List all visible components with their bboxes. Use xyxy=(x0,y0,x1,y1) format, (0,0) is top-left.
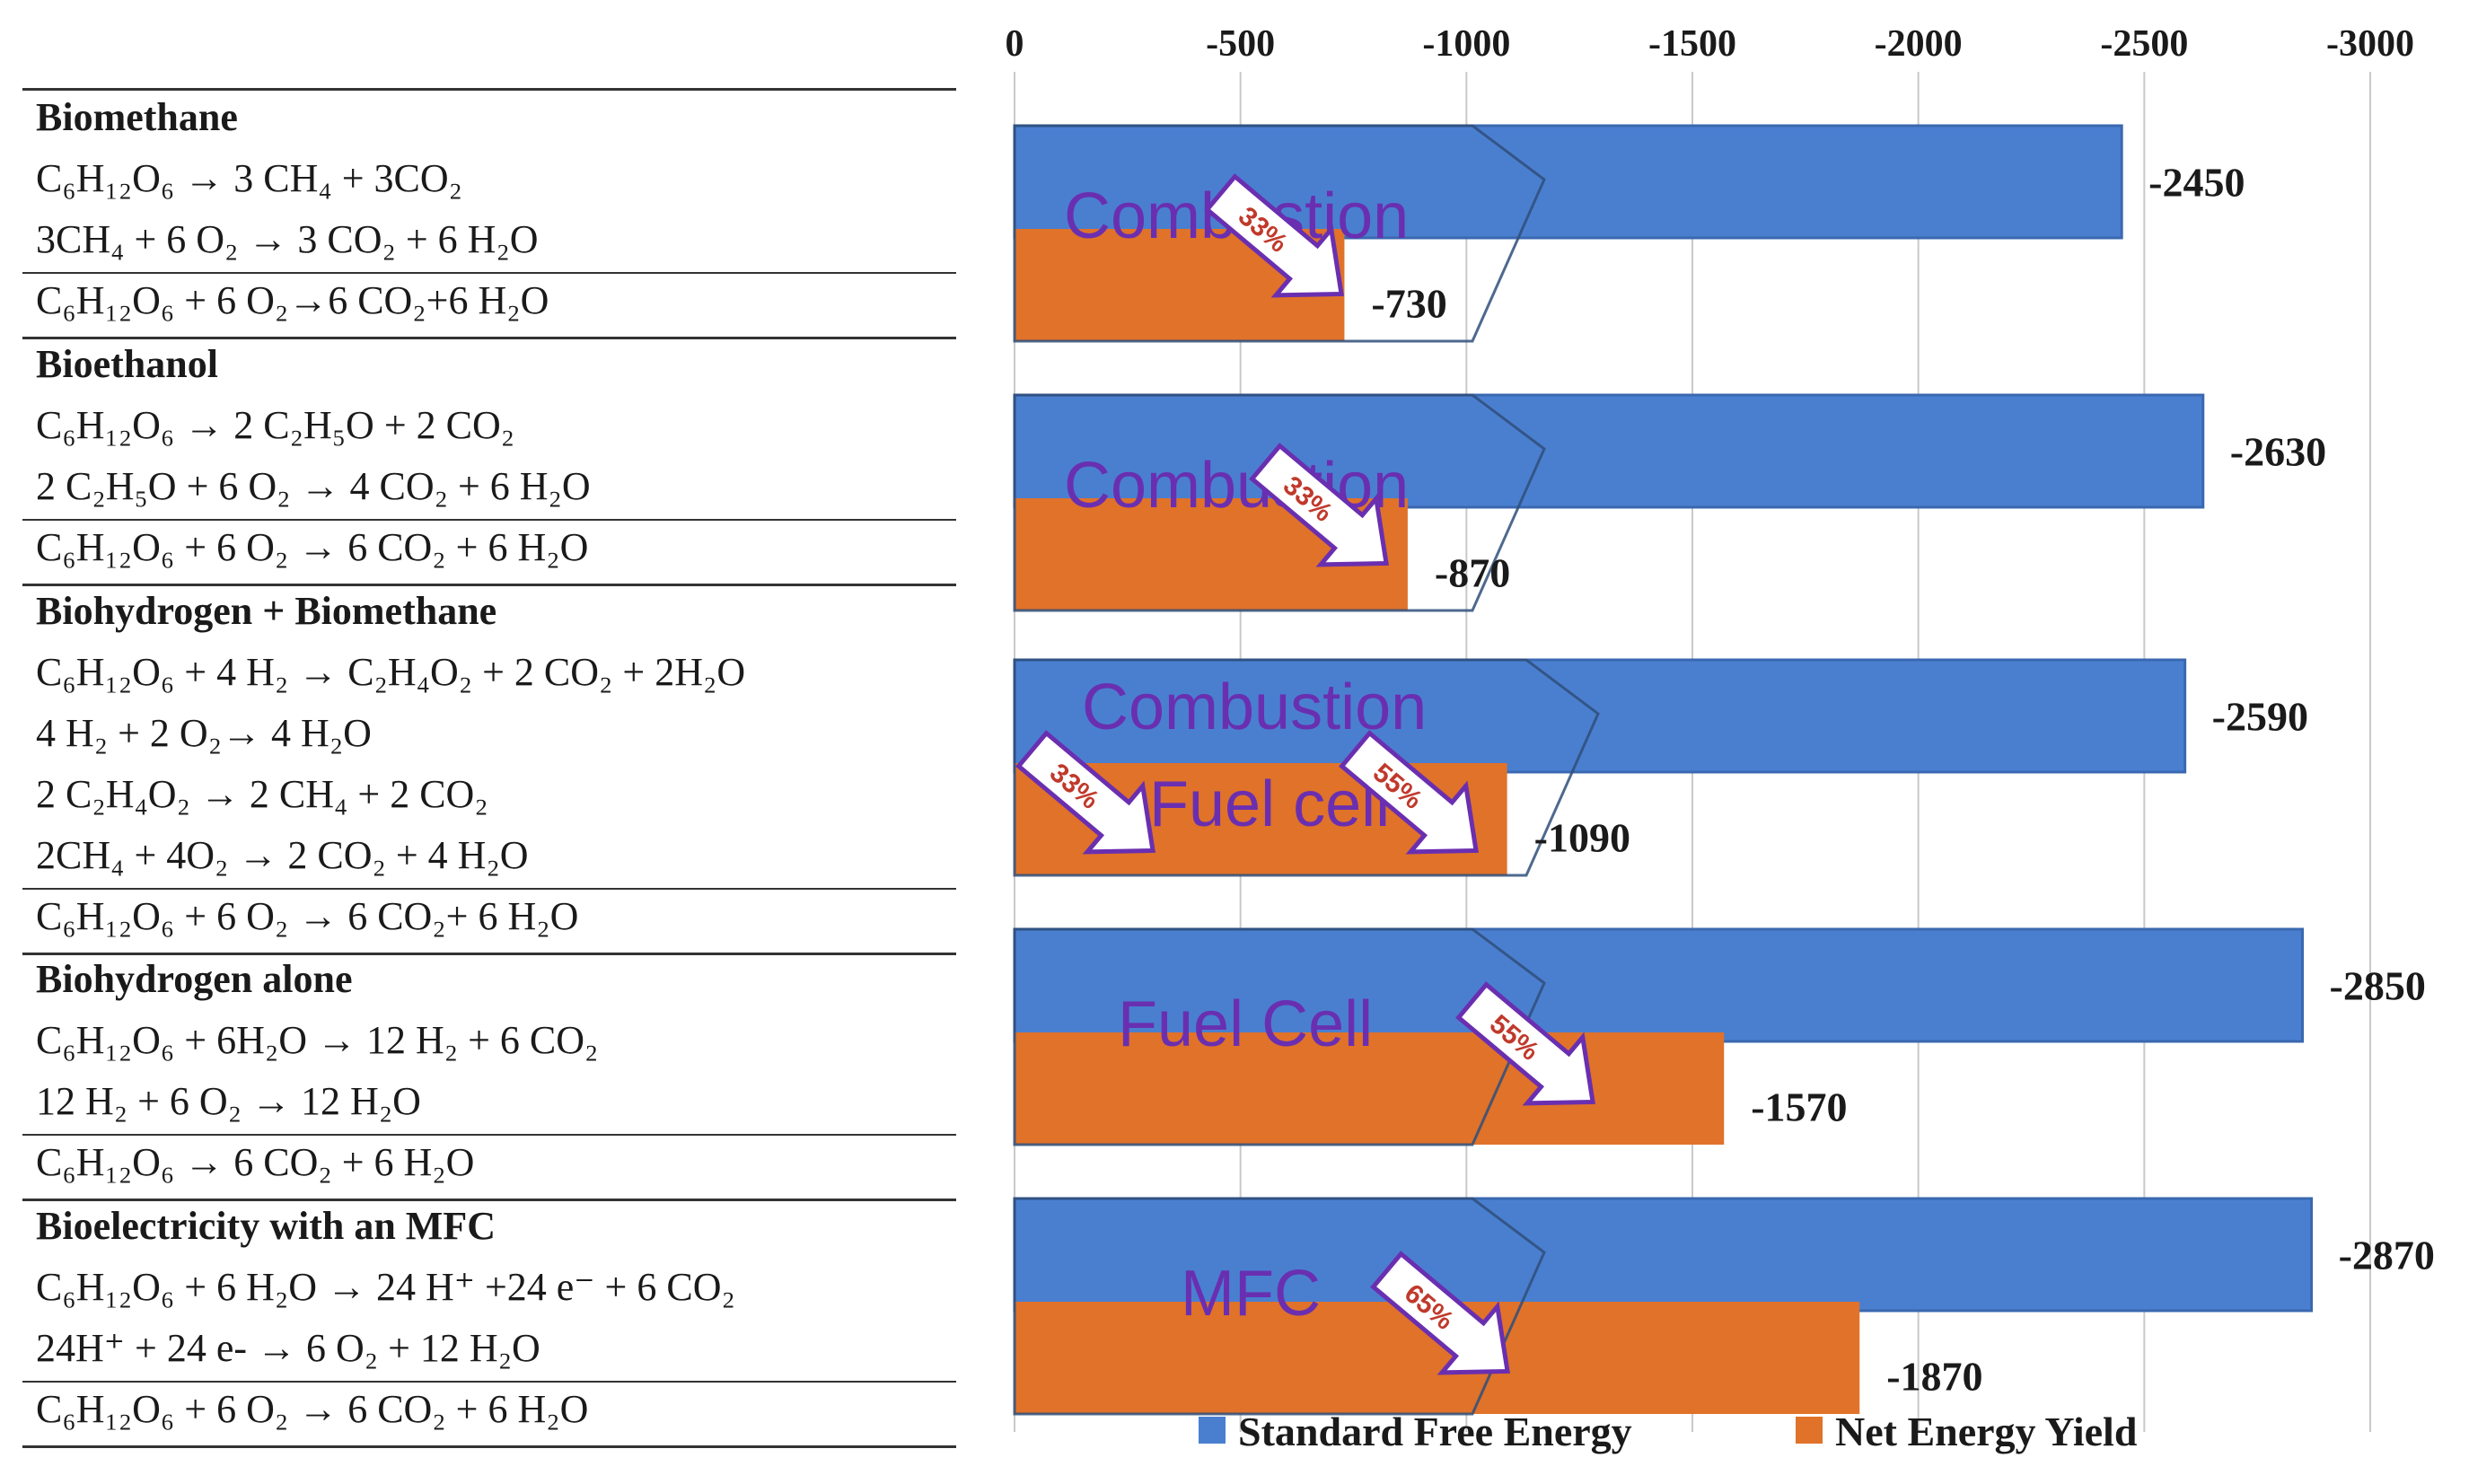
process-label-fuel-cell: Fuel Cell xyxy=(1118,988,1373,1060)
data-label-standard-free-energy: -2590 xyxy=(2212,694,2308,740)
section-title: Biohydrogen alone xyxy=(36,957,353,1001)
net-reaction-rule xyxy=(22,888,956,890)
section-title: Bioelectricity with an MFC xyxy=(36,1204,496,1248)
reaction-panel: Biomethane C₆H₁₂O₆ → 3 CH₄ + 3CO₂ 3CH₄ + 6… xyxy=(0,0,970,1484)
section-title: Biohydrogen + Biomethane xyxy=(36,589,497,633)
bar-standard-free-energy-bioethanol xyxy=(1013,393,2205,509)
net-reaction-equation: C₆H₁₂O₆ + 6 O₂ → 6 CO₂+ 6 H₂O xyxy=(36,894,579,938)
efficiency-arrow-shape xyxy=(1249,443,1389,567)
reaction-equation: 2 C₂H₄O₂ → 2 CH₄ + 2 CO₂ xyxy=(36,772,488,816)
efficiency-arrow-shape xyxy=(1339,730,1479,855)
reaction-equation: 2 C₂H₅O + 6 O₂ → 4 CO₂ + 6 H₂O xyxy=(36,464,591,508)
bar-standard-free-energy-bioelectricity-with-an-mfc xyxy=(1013,1197,2314,1313)
data-label-net-energy-yield: -1570 xyxy=(1751,1084,1847,1130)
bar-standard-free-energy-biomethane xyxy=(1013,124,2123,240)
data-label-net-energy-yield: -1090 xyxy=(1534,815,1630,861)
efficiency-arrow-icon: 33% xyxy=(1204,173,1344,298)
reaction-equation: 2CH₄ + 4O₂ → 2 CO₂ + 4 H₂O xyxy=(36,833,529,877)
data-label-standard-free-energy: -2450 xyxy=(2148,160,2245,206)
reaction-equation: 12 H₂ + 6 O₂ → 12 H₂O xyxy=(36,1079,421,1123)
process-arrow-outline xyxy=(1013,658,1600,877)
section-divider xyxy=(22,1199,956,1201)
net-reaction-rule xyxy=(22,1134,956,1136)
section-divider xyxy=(22,1445,956,1448)
reaction-equation: 3CH₄ + 6 O₂ → 3 CO₂ + 6 H₂O xyxy=(36,217,539,261)
process-arrow-outline xyxy=(1013,1197,1546,1416)
process-label-fuel-cell: Fuel cell xyxy=(1149,768,1390,840)
x-tick-label: -1500 xyxy=(1648,23,1736,65)
net-reaction-equation: C₆H₁₂O₆ + 6 O₂ → 6 CO₂ + 6 H₂O xyxy=(36,1387,589,1431)
reaction-equation: C₆H₁₂O₆ + 6 H₂O → 24 H⁺ +24 e⁻ + 6 CO₂ xyxy=(36,1265,735,1309)
process-arrow-outline xyxy=(1013,393,1546,612)
net-reaction-equation: C₆H₁₂O₆ + 6 O₂ → 6 CO₂ + 6 H₂O xyxy=(36,525,589,569)
legend-label-standard-free-energy: Standard Free Energy xyxy=(1238,1409,1632,1454)
reaction-equation: 24H⁺ + 24 e- → 6 O₂ + 12 H₂O xyxy=(36,1326,540,1370)
x-tick-label: 0 xyxy=(1006,23,1024,65)
x-tick-label: -1000 xyxy=(1422,23,1510,65)
process-label-mfc: MFC xyxy=(1181,1258,1321,1330)
reaction-equation: C₆H₁₂O₆ → 3 CH₄ + 3CO₂ xyxy=(36,156,462,200)
process-arrow-outline xyxy=(1013,927,1546,1146)
legend-swatch-standard-free-energy xyxy=(1199,1417,1226,1444)
data-label-standard-free-energy: -2630 xyxy=(2230,429,2326,475)
net-reaction-rule xyxy=(22,272,956,274)
net-reaction-equation: C₆H₁₂O₆ + 6 O₂→6 CO₂+6 H₂O xyxy=(36,278,549,322)
net-reaction-rule xyxy=(22,519,956,521)
section-title: Biomethane xyxy=(36,95,238,139)
x-tick-label: -3000 xyxy=(2326,23,2414,65)
efficiency-arrow-shape xyxy=(1370,1251,1510,1375)
efficiency-arrow-icon: 65% xyxy=(1370,1251,1510,1375)
net-reaction-equation: C₆H₁₂O₆ → 6 CO₂ + 6 H₂O xyxy=(36,1140,475,1184)
section-divider xyxy=(22,584,956,586)
reaction-equation: C₆H₁₂O₆ + 6H₂O → 12 H₂ + 6 CO₂ xyxy=(36,1018,599,1062)
x-tick-label: -2000 xyxy=(1875,23,1963,65)
data-label-standard-free-energy: -2870 xyxy=(2339,1233,2435,1278)
bar-net-energy-yield-biohydrogen-alone xyxy=(1015,1032,1725,1145)
section-divider xyxy=(22,337,956,339)
process-label-combustion: Combustion xyxy=(1082,672,1427,743)
efficiency-arrow-icon: 55% xyxy=(1339,730,1479,855)
bar-standard-free-energy-biohydrogen-biomethane xyxy=(1013,658,2187,774)
section-title: Bioethanol xyxy=(36,342,218,386)
reaction-equation: 4 H₂ + 2 O₂→ 4 H₂O xyxy=(36,711,372,755)
process-arrow-outline xyxy=(1013,124,1546,343)
section-divider xyxy=(22,953,956,955)
net-reaction-rule xyxy=(22,1381,956,1383)
reaction-equation: C₆H₁₂O₆ + 4 H₂ → C₂H₄O₂ + 2 CO₂ + 2H₂O xyxy=(36,650,746,694)
x-tick-label: -500 xyxy=(1206,23,1275,65)
legend-label-net-energy-yield: Net Energy Yield xyxy=(1835,1409,2138,1454)
data-label-standard-free-energy: -2850 xyxy=(2330,963,2426,1009)
efficiency-arrow-shape xyxy=(1455,981,1595,1106)
data-label-net-energy-yield: -730 xyxy=(1371,281,1446,327)
x-tick-label: -2500 xyxy=(2100,23,2188,65)
legend-swatch-net-energy-yield xyxy=(1796,1417,1823,1444)
efficiency-arrow-shape xyxy=(1204,173,1344,298)
data-label-net-energy-yield: -870 xyxy=(1435,550,1510,596)
data-label-net-energy-yield: -1870 xyxy=(1886,1354,1982,1400)
efficiency-arrow-shape xyxy=(1015,730,1155,855)
section-divider xyxy=(22,88,956,91)
reaction-equation: C₆H₁₂O₆ → 2 C₂H₅O + 2 CO₂ xyxy=(36,403,515,447)
